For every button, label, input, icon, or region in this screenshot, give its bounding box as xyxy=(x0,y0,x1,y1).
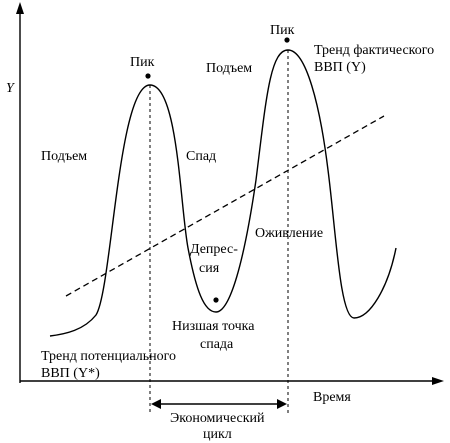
actual-trend-label-line1: Тренд фактического xyxy=(314,43,434,58)
potential-trend-label-line1: Тренд потенциального xyxy=(41,349,176,364)
rise-label-left: Подъем xyxy=(41,149,87,164)
depression-label-line1: Депрес- xyxy=(190,242,238,257)
recovery-label: Оживление xyxy=(255,226,323,241)
decline-label: Спад xyxy=(186,149,216,164)
cycle-span-arrow xyxy=(151,399,287,409)
potential-trend-label-line2: ВВП (Y*) xyxy=(41,366,100,381)
trough-label-line2: спада xyxy=(200,337,234,352)
peak-label-right: Пик xyxy=(270,23,295,38)
actual-gdp-curve xyxy=(49,49,397,337)
peak-label-left: Пик xyxy=(130,55,155,70)
trough-dot xyxy=(213,297,219,303)
peak-dot-right xyxy=(284,37,290,43)
cycle-label-line1: Экономический xyxy=(170,411,265,426)
peak-dot-left xyxy=(145,73,151,79)
actual-trend-label-line2: ВВП (Y) xyxy=(314,60,366,75)
y-axis-arrowhead xyxy=(16,2,24,14)
rise-label-right: Подъем xyxy=(206,61,252,76)
axes xyxy=(16,2,444,385)
depression-label-line2: сия xyxy=(199,261,220,276)
potential-gdp-trend-line xyxy=(65,115,385,297)
cycle-label-line2: цикл xyxy=(203,427,232,442)
trough-label-line1: Низшая точка xyxy=(172,319,255,334)
y-axis-label: Y xyxy=(6,81,16,96)
x-axis-label: Время xyxy=(313,390,351,405)
x-axis-arrowhead xyxy=(432,377,444,385)
